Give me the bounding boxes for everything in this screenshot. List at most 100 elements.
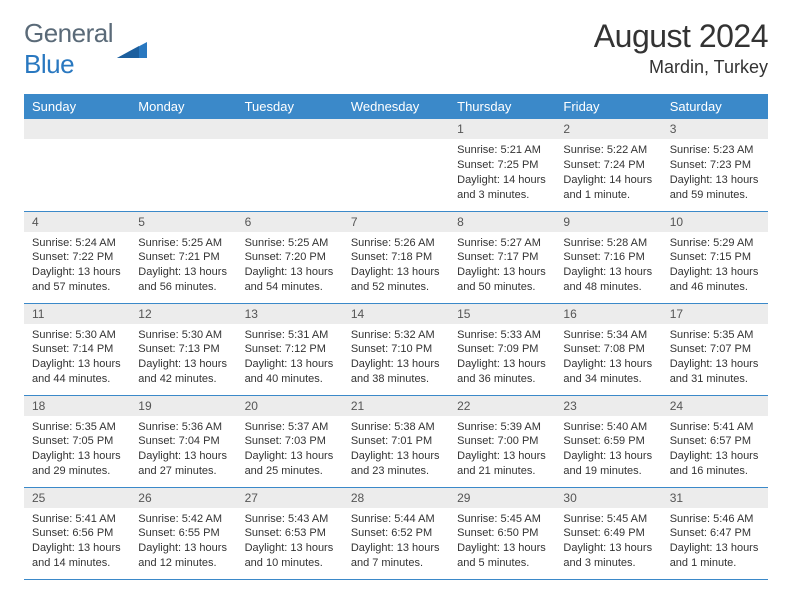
- logo-text-gray: General: [24, 18, 113, 48]
- dayname-friday: Friday: [555, 94, 661, 119]
- day-number: 9: [555, 212, 661, 232]
- day-cell: 16Sunrise: 5:34 AMSunset: 7:08 PMDayligh…: [555, 303, 661, 395]
- day-cell: 14Sunrise: 5:32 AMSunset: 7:10 PMDayligh…: [343, 303, 449, 395]
- day-cell: 3Sunrise: 5:23 AMSunset: 7:23 PMDaylight…: [662, 119, 768, 211]
- day-number: 16: [555, 304, 661, 324]
- day-cell: 4Sunrise: 5:24 AMSunset: 7:22 PMDaylight…: [24, 211, 130, 303]
- calendar-row: 11Sunrise: 5:30 AMSunset: 7:14 PMDayligh…: [24, 303, 768, 395]
- day-details: Sunrise: 5:27 AMSunset: 7:17 PMDaylight:…: [449, 232, 555, 301]
- day-cell: 23Sunrise: 5:40 AMSunset: 6:59 PMDayligh…: [555, 395, 661, 487]
- day-details: Sunrise: 5:29 AMSunset: 7:15 PMDaylight:…: [662, 232, 768, 301]
- day-cell: 30Sunrise: 5:45 AMSunset: 6:49 PMDayligh…: [555, 487, 661, 579]
- day-number: 18: [24, 396, 130, 416]
- day-details: Sunrise: 5:30 AMSunset: 7:13 PMDaylight:…: [130, 324, 236, 393]
- calendar-body: 1Sunrise: 5:21 AMSunset: 7:25 PMDaylight…: [24, 119, 768, 579]
- day-cell: 12Sunrise: 5:30 AMSunset: 7:13 PMDayligh…: [130, 303, 236, 395]
- day-cell: 10Sunrise: 5:29 AMSunset: 7:15 PMDayligh…: [662, 211, 768, 303]
- day-number: 10: [662, 212, 768, 232]
- day-number: 23: [555, 396, 661, 416]
- day-number: 14: [343, 304, 449, 324]
- day-cell: 15Sunrise: 5:33 AMSunset: 7:09 PMDayligh…: [449, 303, 555, 395]
- day-cell: 9Sunrise: 5:28 AMSunset: 7:16 PMDaylight…: [555, 211, 661, 303]
- day-number: 17: [662, 304, 768, 324]
- day-details: Sunrise: 5:25 AMSunset: 7:21 PMDaylight:…: [130, 232, 236, 301]
- day-number: 19: [130, 396, 236, 416]
- logo: General Blue: [24, 18, 147, 80]
- day-number: 21: [343, 396, 449, 416]
- day-cell: 2Sunrise: 5:22 AMSunset: 7:24 PMDaylight…: [555, 119, 661, 211]
- day-cell: 29Sunrise: 5:45 AMSunset: 6:50 PMDayligh…: [449, 487, 555, 579]
- header: General Blue August 2024 Mardin, Turkey: [24, 18, 768, 80]
- day-cell: 17Sunrise: 5:35 AMSunset: 7:07 PMDayligh…: [662, 303, 768, 395]
- day-cell: 5Sunrise: 5:25 AMSunset: 7:21 PMDaylight…: [130, 211, 236, 303]
- day-details: Sunrise: 5:35 AMSunset: 7:05 PMDaylight:…: [24, 416, 130, 485]
- day-number: 4: [24, 212, 130, 232]
- day-cell: 7Sunrise: 5:26 AMSunset: 7:18 PMDaylight…: [343, 211, 449, 303]
- calendar-row: 18Sunrise: 5:35 AMSunset: 7:05 PMDayligh…: [24, 395, 768, 487]
- dayname-tuesday: Tuesday: [237, 94, 343, 119]
- day-details: Sunrise: 5:37 AMSunset: 7:03 PMDaylight:…: [237, 416, 343, 485]
- day-cell: 20Sunrise: 5:37 AMSunset: 7:03 PMDayligh…: [237, 395, 343, 487]
- day-details: Sunrise: 5:41 AMSunset: 6:56 PMDaylight:…: [24, 508, 130, 577]
- day-details: Sunrise: 5:28 AMSunset: 7:16 PMDaylight:…: [555, 232, 661, 301]
- day-details: Sunrise: 5:35 AMSunset: 7:07 PMDaylight:…: [662, 324, 768, 393]
- day-details: Sunrise: 5:26 AMSunset: 7:18 PMDaylight:…: [343, 232, 449, 301]
- empty-cell: [237, 119, 343, 211]
- logo-triangle-icon: [117, 36, 147, 63]
- day-cell: 27Sunrise: 5:43 AMSunset: 6:53 PMDayligh…: [237, 487, 343, 579]
- day-number: 26: [130, 488, 236, 508]
- day-number: 7: [343, 212, 449, 232]
- day-cell: 1Sunrise: 5:21 AMSunset: 7:25 PMDaylight…: [449, 119, 555, 211]
- day-number: 20: [237, 396, 343, 416]
- day-details: Sunrise: 5:38 AMSunset: 7:01 PMDaylight:…: [343, 416, 449, 485]
- day-number: 2: [555, 119, 661, 139]
- day-details: Sunrise: 5:46 AMSunset: 6:47 PMDaylight:…: [662, 508, 768, 577]
- day-details: Sunrise: 5:23 AMSunset: 7:23 PMDaylight:…: [662, 139, 768, 208]
- day-cell: 11Sunrise: 5:30 AMSunset: 7:14 PMDayligh…: [24, 303, 130, 395]
- calendar-row: 4Sunrise: 5:24 AMSunset: 7:22 PMDaylight…: [24, 211, 768, 303]
- day-number: 3: [662, 119, 768, 139]
- empty-cell: [130, 119, 236, 211]
- dayname-monday: Monday: [130, 94, 236, 119]
- day-number: 12: [130, 304, 236, 324]
- day-details: Sunrise: 5:36 AMSunset: 7:04 PMDaylight:…: [130, 416, 236, 485]
- day-cell: 25Sunrise: 5:41 AMSunset: 6:56 PMDayligh…: [24, 487, 130, 579]
- day-cell: 31Sunrise: 5:46 AMSunset: 6:47 PMDayligh…: [662, 487, 768, 579]
- day-number: 25: [24, 488, 130, 508]
- title-block: August 2024 Mardin, Turkey: [594, 18, 768, 78]
- empty-cell: [343, 119, 449, 211]
- calendar-table: SundayMondayTuesdayWednesdayThursdayFrid…: [24, 94, 768, 580]
- location: Mardin, Turkey: [594, 57, 768, 78]
- day-number: 1: [449, 119, 555, 139]
- empty-daynum: [24, 119, 130, 139]
- empty-daynum: [237, 119, 343, 139]
- empty-daynum: [130, 119, 236, 139]
- day-details: Sunrise: 5:21 AMSunset: 7:25 PMDaylight:…: [449, 139, 555, 208]
- day-details: Sunrise: 5:25 AMSunset: 7:20 PMDaylight:…: [237, 232, 343, 301]
- day-cell: 19Sunrise: 5:36 AMSunset: 7:04 PMDayligh…: [130, 395, 236, 487]
- day-number: 29: [449, 488, 555, 508]
- day-details: Sunrise: 5:34 AMSunset: 7:08 PMDaylight:…: [555, 324, 661, 393]
- empty-daynum: [343, 119, 449, 139]
- day-number: 22: [449, 396, 555, 416]
- day-details: Sunrise: 5:45 AMSunset: 6:49 PMDaylight:…: [555, 508, 661, 577]
- day-number: 15: [449, 304, 555, 324]
- day-details: Sunrise: 5:30 AMSunset: 7:14 PMDaylight:…: [24, 324, 130, 393]
- month-title: August 2024: [594, 18, 768, 55]
- day-details: Sunrise: 5:43 AMSunset: 6:53 PMDaylight:…: [237, 508, 343, 577]
- day-number: 28: [343, 488, 449, 508]
- day-cell: 22Sunrise: 5:39 AMSunset: 7:00 PMDayligh…: [449, 395, 555, 487]
- day-cell: 18Sunrise: 5:35 AMSunset: 7:05 PMDayligh…: [24, 395, 130, 487]
- calendar-row: 25Sunrise: 5:41 AMSunset: 6:56 PMDayligh…: [24, 487, 768, 579]
- day-cell: 21Sunrise: 5:38 AMSunset: 7:01 PMDayligh…: [343, 395, 449, 487]
- logo-text-blue: Blue: [24, 49, 74, 79]
- day-details: Sunrise: 5:42 AMSunset: 6:55 PMDaylight:…: [130, 508, 236, 577]
- day-details: Sunrise: 5:45 AMSunset: 6:50 PMDaylight:…: [449, 508, 555, 577]
- calendar-row: 1Sunrise: 5:21 AMSunset: 7:25 PMDaylight…: [24, 119, 768, 211]
- day-number: 11: [24, 304, 130, 324]
- day-details: Sunrise: 5:22 AMSunset: 7:24 PMDaylight:…: [555, 139, 661, 208]
- day-details: Sunrise: 5:44 AMSunset: 6:52 PMDaylight:…: [343, 508, 449, 577]
- dayname-sunday: Sunday: [24, 94, 130, 119]
- day-cell: 6Sunrise: 5:25 AMSunset: 7:20 PMDaylight…: [237, 211, 343, 303]
- dayname-thursday: Thursday: [449, 94, 555, 119]
